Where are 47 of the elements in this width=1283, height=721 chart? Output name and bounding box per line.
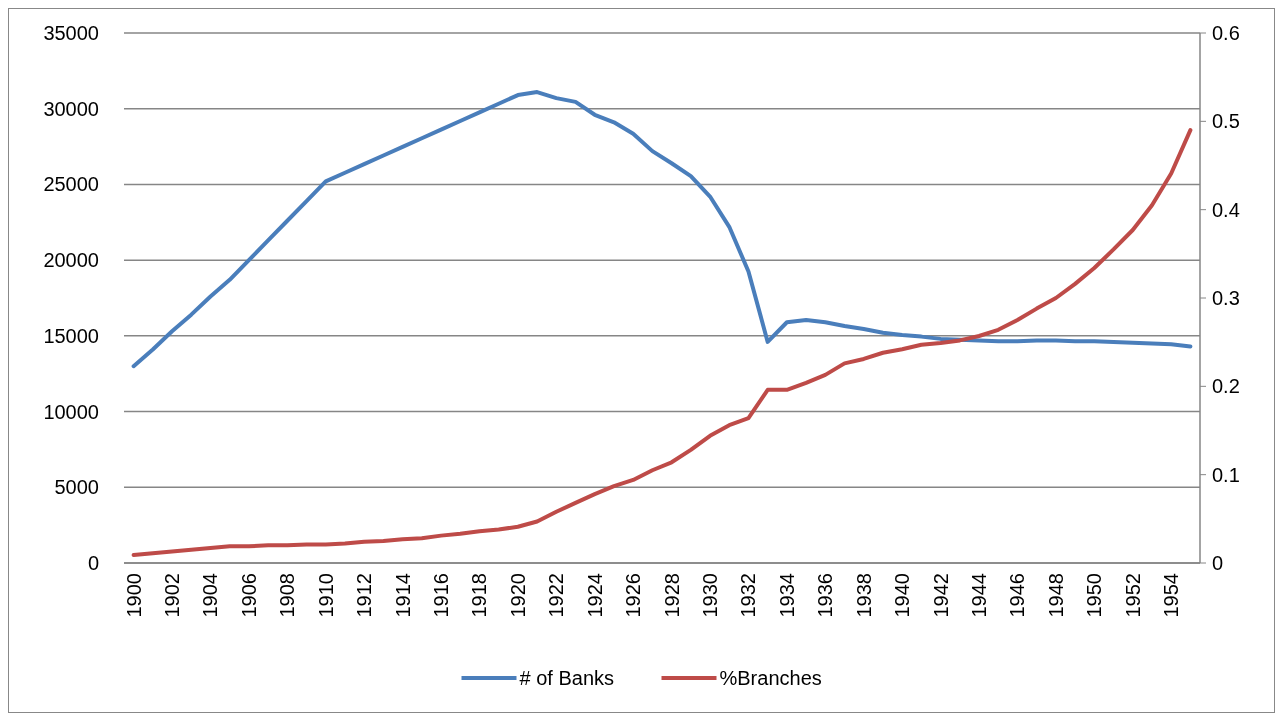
y-tick-label: 25000 [43,173,99,196]
y-tick-label: 15000 [43,324,99,347]
x-tick-label: 1924 [583,573,606,618]
y2-tick-label: 0.1 [1212,463,1240,486]
y-tick-label: 10000 [43,400,99,423]
x-tick-label: 1942 [929,573,952,618]
x-tick-label: 1938 [852,573,875,618]
x-tick-label: 1948 [1044,573,1067,618]
y2-tick-label: 0.5 [1212,110,1240,133]
y-tick-label: 5000 [54,476,99,499]
line-series [131,128,1193,558]
x-tick-label: 1930 [699,573,722,618]
x-tick-label: 1922 [545,573,568,618]
x-tick-label: 1934 [775,573,798,618]
line-series [131,90,1193,369]
x-tick-label: 1910 [314,573,337,618]
x-tick-label: 1904 [199,573,222,618]
x-tick-label: 1914 [391,573,414,618]
x-tick-label: 1906 [237,573,260,618]
y2-tick-label: 0 [1212,552,1224,574]
x-tick-label: 1936 [814,573,837,618]
x-tick-label: 1954 [1160,573,1183,618]
x-tick-label: 1920 [506,573,529,618]
x-tick-label: 1950 [1083,573,1106,618]
legend-label: %Branches [719,667,822,689]
x-tick-label: 1928 [660,573,683,618]
x-tick-label: 1940 [891,573,914,618]
x-tick-label: 1944 [968,573,991,618]
y2-tick-label: 0.3 [1212,287,1240,309]
x-tick-label: 1916 [430,573,453,618]
x-tick-label: 1900 [122,573,145,618]
legend-label: # of Banks [519,667,615,689]
y-tick-label: 35000 [43,22,99,44]
x-tick-label: 1926 [622,573,645,618]
x-tick-label: 1946 [1006,573,1029,618]
x-tick-label: 1932 [737,573,760,618]
x-tick-label: 1918 [468,573,491,618]
y-tick-label: 0 [87,552,99,574]
y2-tick-label: 0.6 [1212,22,1240,44]
x-tick-label: 1908 [276,573,299,618]
x-tick-label: 1912 [353,573,376,618]
y-tick-label: 30000 [43,97,99,120]
y-tick-label: 20000 [43,249,99,272]
x-tick-label: 1902 [161,573,184,618]
y2-tick-label: 0.4 [1212,198,1240,221]
x-tick-label: 1952 [1121,573,1144,618]
y2-tick-label: 0.2 [1212,375,1240,398]
